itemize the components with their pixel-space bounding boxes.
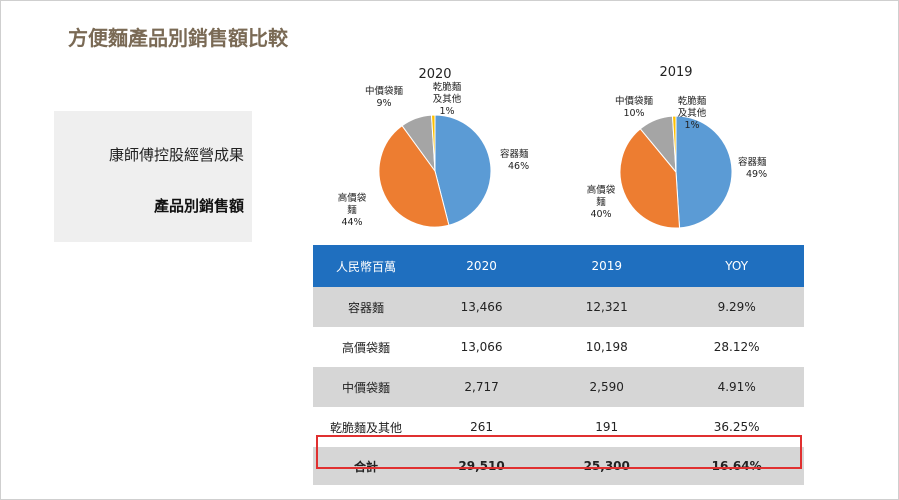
pie-title: 2019: [659, 65, 692, 80]
pie-title: 2020: [418, 67, 451, 82]
pie-slice-container: [675, 115, 733, 229]
total-2019: 25,300: [544, 447, 670, 485]
table-total-row: 合計 29,510 25,300 16.64%: [313, 447, 804, 485]
cell-2019: 10,198: [544, 327, 670, 367]
cell-yoy: 9.29%: [669, 287, 804, 327]
pie-label-text: 及其他: [678, 107, 707, 119]
header-2019: 2019: [544, 245, 670, 287]
header-yoy: YOY: [669, 245, 804, 287]
cell-yoy: 36.25%: [669, 407, 804, 447]
pie-label-text: 及其他: [433, 93, 462, 105]
pie-label-text: 高價袋: [587, 184, 616, 196]
pie-label-percent: 1%: [684, 120, 699, 131]
pie-label-text: 中價袋麵: [365, 85, 404, 97]
cell-2019: 191: [544, 407, 670, 447]
sidebar-section: 產品別銷售額: [153, 197, 244, 215]
total-2020: 29,510: [419, 447, 545, 485]
total-label: 合計: [313, 447, 419, 485]
pie-label-text: 乾脆麵: [433, 81, 462, 93]
pie-slice-container: [434, 114, 492, 226]
page-title: 方便麵產品別銷售額比較: [68, 26, 288, 50]
pie-label-percent: 40%: [590, 209, 611, 220]
pie-label-text: 麵: [347, 204, 357, 216]
total-highlight-box: [316, 435, 802, 469]
cell-2020: 261: [419, 407, 545, 447]
table-row: 乾脆麵及其他 261 191 36.25%: [313, 407, 804, 447]
table-row: 中價袋麵 2,717 2,590 4.91%: [313, 367, 804, 407]
header-2020: 2020: [419, 245, 545, 287]
cell-2019: 12,321: [544, 287, 670, 327]
pie-slice-high: [378, 124, 450, 228]
cell-2020: 13,466: [419, 287, 545, 327]
table-row: 容器麵 13,466 12,321 9.29%: [313, 287, 804, 327]
row-label: 乾脆麵及其他: [313, 407, 419, 447]
row-label: 高價袋麵: [313, 327, 419, 367]
pie-label-percent: 1%: [439, 106, 454, 117]
table-header-row: 人民幣百萬 2020 2019 YOY: [313, 245, 804, 287]
sales-table: 人民幣百萬 2020 2019 YOY 容器麵 13,466 12,321 9.…: [313, 245, 804, 485]
pie-label-text: 高價袋: [338, 192, 367, 204]
cell-2020: 2,717: [419, 367, 545, 407]
pie-label-percent: 49%: [746, 169, 767, 180]
sidebar-company: 康師傅控股經營成果: [108, 146, 244, 164]
pie-label-percent: 10%: [623, 108, 644, 119]
table-row: 高價袋麵 13,066 10,198 28.12%: [313, 327, 804, 367]
cell-2019: 2,590: [544, 367, 670, 407]
header-unit: 人民幣百萬: [313, 245, 419, 287]
cell-yoy: 4.91%: [669, 367, 804, 407]
pie-slice-high: [619, 128, 681, 229]
pie-label-percent: 9%: [376, 98, 391, 109]
pie-label-text: 中價袋麵: [615, 95, 654, 107]
row-label: 容器麵: [313, 287, 419, 327]
cell-2020: 13,066: [419, 327, 545, 367]
row-label: 中價袋麵: [313, 367, 419, 407]
pie-label-text: 容器麵: [500, 148, 529, 160]
pie-label-percent: 44%: [341, 217, 362, 228]
total-yoy: 16.64%: [669, 447, 804, 485]
pie-label-text: 麵: [596, 196, 606, 208]
sidebar-panel: 康師傅控股經營成果 產品別銷售額: [54, 111, 252, 242]
pie-slice-other: [671, 115, 677, 173]
pie-slice-other: [430, 114, 436, 172]
pie-label-text: 乾脆麵: [678, 95, 707, 107]
pie-label-percent: 46%: [508, 161, 529, 172]
pie-label-text: 容器麵: [738, 156, 767, 168]
cell-yoy: 28.12%: [669, 327, 804, 367]
